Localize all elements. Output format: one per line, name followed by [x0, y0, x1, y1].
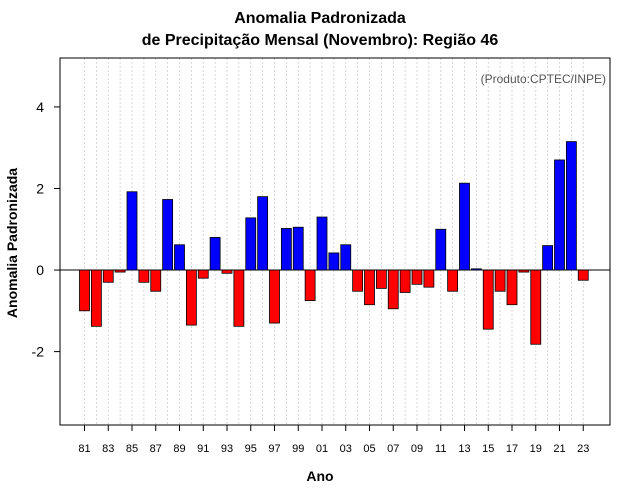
bar-87	[150, 269, 162, 292]
bar-85	[126, 191, 138, 271]
x-tick-label: 85	[126, 443, 138, 455]
bar-05	[364, 269, 375, 306]
x-tick-label: 05	[363, 443, 375, 455]
x-tick-label: 13	[458, 443, 470, 455]
x-tick-label: 01	[316, 443, 328, 455]
x-tick-label: 23	[577, 443, 589, 455]
bar-09	[411, 269, 423, 285]
chart-subtitle: de Precipitação Mensal (Novembro): Regiã…	[141, 32, 499, 49]
bar-14	[470, 268, 482, 271]
x-axis-label: Ano	[306, 468, 334, 484]
bar-86	[138, 269, 150, 283]
bar-10	[423, 269, 435, 288]
x-tick-label: 81	[78, 443, 90, 455]
x-tick-label: 97	[268, 443, 280, 455]
source-annotation: (Produto:CPTEC/INPE)	[480, 72, 606, 86]
y-tick-label: 2	[36, 180, 44, 196]
plot-frame	[59, 57, 611, 426]
bar-11	[435, 228, 447, 271]
x-tick-label: 83	[102, 443, 114, 455]
x-tick-label: 15	[482, 443, 494, 455]
x-tick-label: 17	[506, 443, 518, 455]
x-tick-label: 09	[411, 443, 423, 455]
y-tick-label: 4	[36, 99, 44, 115]
bar-06	[375, 269, 387, 289]
bar-83	[102, 269, 114, 283]
bar-91	[197, 269, 209, 279]
y-axis-label: Anomalia Padronizada	[4, 167, 20, 319]
bar-04	[352, 269, 364, 292]
bar-98	[280, 228, 292, 271]
bar-81	[79, 269, 90, 312]
x-tick-label: 87	[150, 443, 162, 455]
bar-95	[245, 217, 257, 271]
x-tick-label: 95	[245, 443, 257, 455]
bar-12	[447, 269, 459, 292]
bar-00	[304, 269, 316, 302]
bar-84	[114, 269, 126, 273]
bar-88	[162, 199, 174, 271]
y-tick-label: -2	[32, 344, 45, 360]
bar-90	[185, 269, 197, 326]
x-tick-label: 03	[340, 443, 352, 455]
bar-08	[399, 269, 411, 293]
bar-07	[387, 269, 399, 310]
bar-03	[340, 244, 352, 271]
x-tick-label: 93	[221, 443, 233, 455]
bar-16	[494, 269, 506, 292]
x-tick-label: 11	[435, 443, 446, 455]
bar-22	[565, 141, 577, 271]
x-tick-label: 91	[197, 443, 209, 455]
bar-20	[542, 245, 554, 271]
bar-18	[518, 269, 530, 273]
bar-99	[292, 226, 304, 271]
bar-94	[233, 269, 245, 327]
chart-title: Anomalia Padronizada	[234, 10, 406, 27]
bar-13	[459, 182, 470, 271]
bar-89	[174, 244, 185, 271]
x-tick-label: 99	[292, 443, 304, 455]
bar-02	[328, 252, 340, 271]
bar-93	[221, 269, 233, 274]
bar-96	[257, 196, 269, 271]
x-tick-label: 89	[173, 443, 185, 455]
x-tick-label: 21	[553, 443, 565, 455]
bar-92	[209, 237, 221, 271]
bar-82	[90, 269, 102, 327]
bar-01	[316, 216, 328, 271]
bar-19	[530, 269, 542, 345]
bar-15	[482, 269, 494, 330]
bar-23	[577, 269, 589, 281]
bar-21	[554, 159, 565, 271]
x-tick-label: 19	[530, 443, 542, 455]
bar-17	[506, 269, 518, 306]
bar-97	[269, 269, 280, 324]
x-tick-label: 07	[387, 443, 399, 455]
y-tick-label: 0	[36, 262, 44, 278]
